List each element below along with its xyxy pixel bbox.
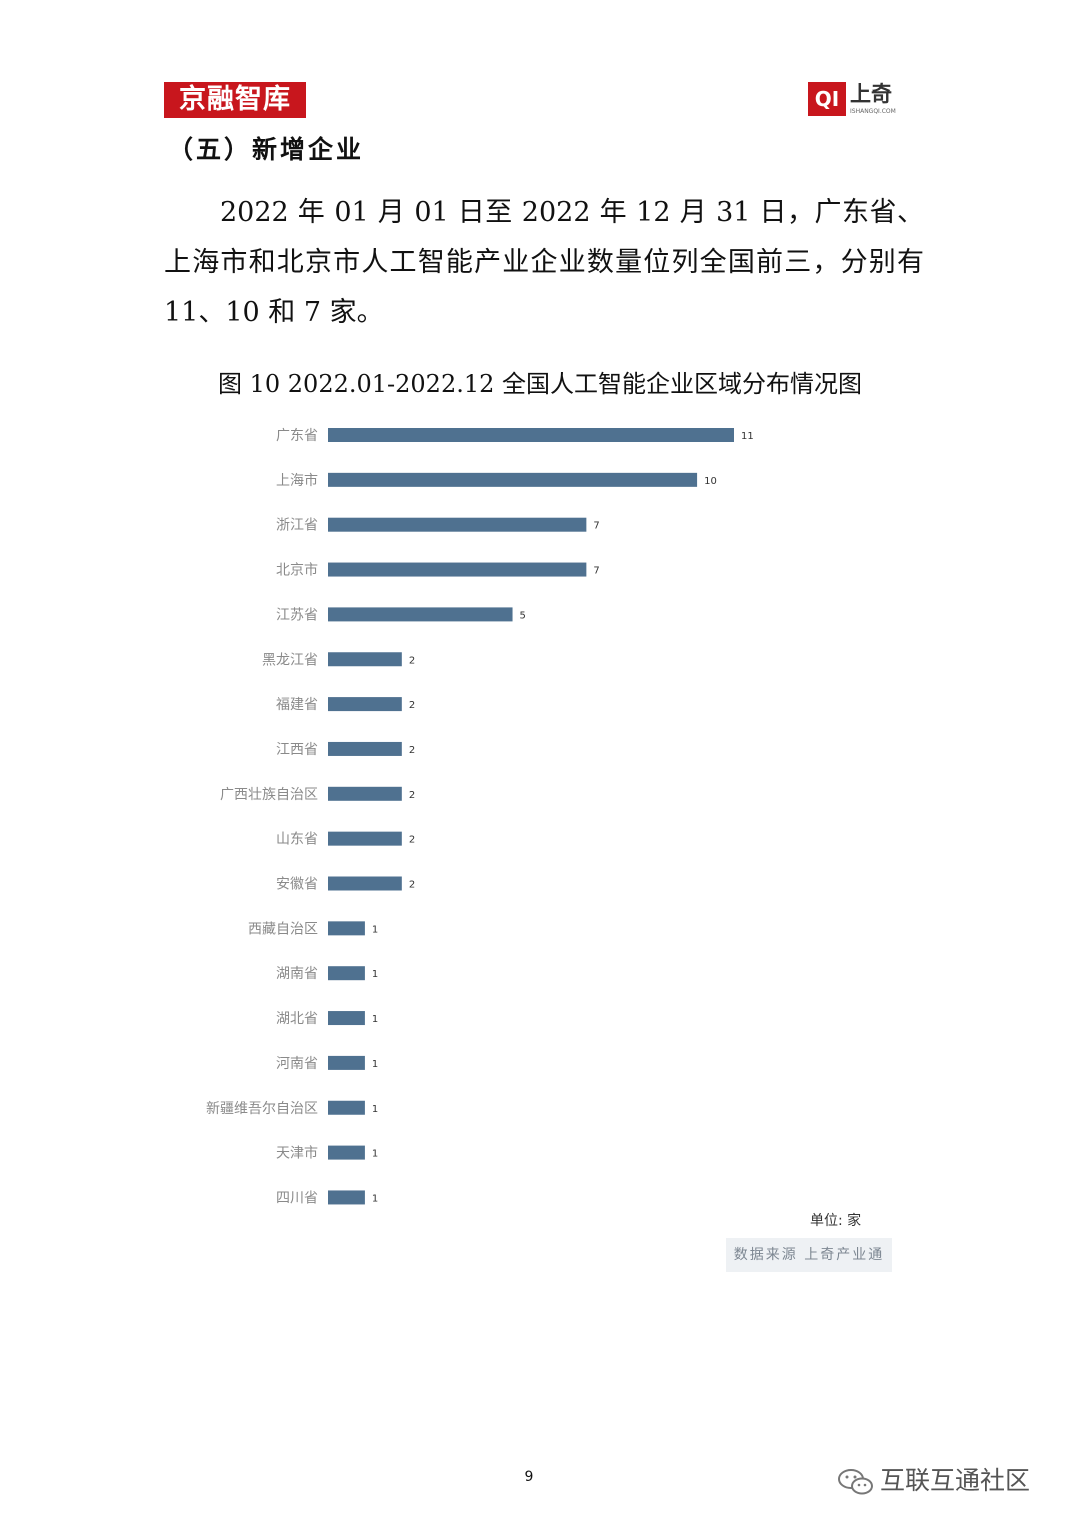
- bar: [328, 1100, 365, 1115]
- value-label: 1: [372, 924, 378, 935]
- category-label: 江西省: [276, 742, 318, 758]
- bar: [328, 428, 734, 442]
- bar: [328, 697, 402, 712]
- category-label: 西藏自治区: [248, 921, 318, 937]
- value-label: 7: [593, 521, 599, 532]
- value-label: 1: [372, 1104, 378, 1115]
- bar: [328, 472, 698, 487]
- category-label: 北京市: [276, 562, 318, 579]
- value-label: 1: [372, 969, 378, 980]
- bar: [328, 607, 513, 622]
- value-label: 2: [409, 745, 415, 756]
- category-label: 安徽省: [276, 877, 318, 893]
- value-label: 1: [372, 1059, 378, 1070]
- category-label: 江苏省: [276, 607, 318, 623]
- value-label: 2: [409, 835, 415, 846]
- bar: [328, 1011, 365, 1026]
- bar: [328, 966, 365, 981]
- page-number: 9: [524, 1469, 534, 1485]
- section-title: （五）新增企业: [168, 135, 365, 164]
- bar: [328, 876, 402, 891]
- category-label: 浙江省: [276, 518, 318, 534]
- chart-title: 图 10 2022.01-2022.12 全国人工智能企业区域分布情况图: [217, 370, 863, 398]
- data-source-label: 数据来源 上奇产业通: [726, 1238, 892, 1272]
- bar: [328, 1145, 365, 1160]
- jingrong-think-tank-logo: 京融智库: [164, 82, 306, 118]
- category-label: 新疆维吾尔自治区: [206, 1101, 318, 1117]
- value-label: 7: [593, 566, 599, 577]
- category-label: 湖北省: [276, 1011, 318, 1027]
- watermark: 互联互通社区: [836, 1461, 1030, 1497]
- value-label: 2: [409, 700, 415, 711]
- value-label: 2: [409, 655, 415, 666]
- shangqi-logo-mark: QI: [808, 82, 846, 116]
- bar: [328, 741, 402, 756]
- value-label: 2: [409, 790, 415, 801]
- bar: [328, 786, 402, 801]
- bar: [328, 517, 587, 532]
- category-label: 四川省: [276, 1190, 318, 1206]
- unit-label: 单位: 家: [810, 1213, 862, 1229]
- value-label: 1: [372, 1014, 378, 1025]
- wechat-icon: [838, 1469, 873, 1495]
- category-label: 湖南省: [276, 966, 318, 982]
- shangqi-logo-url: ISHANGQI.COM: [850, 108, 896, 115]
- value-label: 5: [520, 610, 526, 621]
- category-label: 天津市: [276, 1145, 318, 1162]
- category-label: 山东省: [276, 832, 318, 848]
- category-label: 上海市: [276, 472, 318, 489]
- value-label: 1: [372, 1149, 378, 1160]
- bar: [328, 921, 365, 936]
- category-label: 广西壮族自治区: [220, 787, 318, 803]
- bar: [328, 1055, 365, 1070]
- value-label: 10: [704, 476, 717, 487]
- bar: [328, 562, 587, 577]
- shangqi-logo: QI 上奇 ISHANGQI.COM: [808, 80, 900, 118]
- category-label: 河南省: [276, 1056, 318, 1072]
- shangqi-logo-name: 上奇: [850, 82, 892, 106]
- category-label: 黑龙江省: [262, 652, 318, 668]
- category-label: 福建省: [276, 697, 318, 713]
- category-label: 广东省: [276, 428, 318, 444]
- bar: [328, 652, 402, 667]
- body-paragraph: 2022 年 01 月 01 日至 2022 年 12 月 31 日，广东省、上…: [164, 197, 924, 328]
- value-label: 1: [372, 1193, 378, 1204]
- bar: [328, 831, 402, 846]
- value-label: 2: [409, 880, 415, 891]
- bar: [328, 1190, 365, 1205]
- value-label: 11: [741, 431, 754, 442]
- watermark-text: 互联互通社区: [880, 1466, 1031, 1495]
